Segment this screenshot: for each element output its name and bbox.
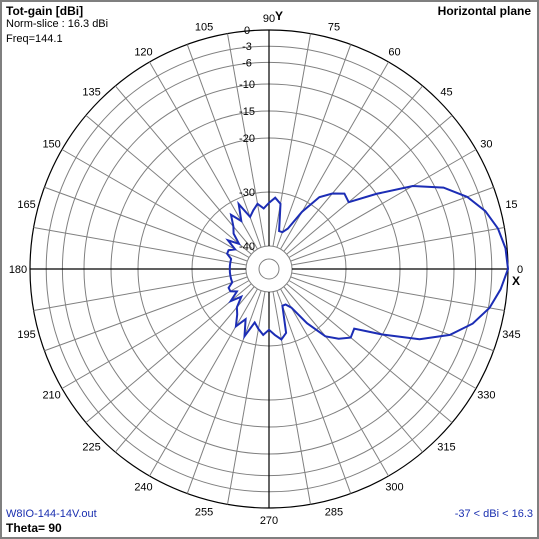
angle-tick-label: 45	[440, 87, 452, 99]
angle-tick-label: 75	[328, 22, 340, 34]
db-tick-label: -15	[239, 106, 255, 118]
chart-title: Tot-gain [dBi]	[6, 4, 84, 18]
angle-tick-label: 90	[263, 13, 275, 25]
grid-spoke	[280, 288, 389, 477]
angle-tick-label: 270	[260, 515, 278, 527]
angle-tick-label: 15	[505, 199, 517, 211]
angle-tick-label: 330	[477, 390, 495, 402]
angle-tick-label: 345	[502, 329, 520, 341]
plane-label: Horizontal plane	[437, 4, 531, 18]
db-tick-label: -40	[239, 241, 255, 253]
grid-spoke	[291, 227, 505, 266]
angle-tick-label: 225	[82, 441, 100, 453]
grid-spoke	[149, 288, 258, 477]
grid-spoke	[227, 291, 266, 505]
grid-spoke	[283, 85, 424, 252]
angle-tick-label: 195	[17, 329, 35, 341]
grid-spoke	[114, 286, 255, 453]
grid-spoke	[85, 114, 252, 255]
grid-spoke	[44, 276, 248, 352]
db-tick-label: -3	[242, 41, 252, 53]
theta-label: Theta= 90	[6, 521, 62, 535]
db-tick-label: 0	[244, 25, 250, 37]
grid-spoke	[291, 272, 505, 311]
file-name-label: W8IO-144-14V.out	[6, 508, 97, 520]
angle-tick-label: 210	[42, 390, 60, 402]
angle-tick-label: 300	[385, 481, 403, 493]
frequency-label: Freq=144.1	[6, 33, 63, 45]
angle-tick-label: 0	[517, 264, 523, 276]
db-tick-label: -6	[242, 57, 252, 69]
grid-spoke	[276, 44, 352, 248]
grid-spoke	[149, 61, 258, 250]
angle-tick-label: 30	[480, 139, 492, 151]
grid-spoke	[288, 149, 477, 258]
y-axis-label: Y	[275, 9, 283, 23]
x-axis-label: X	[512, 274, 520, 288]
grid-spoke	[44, 186, 248, 262]
db-tick-label: -10	[239, 79, 255, 91]
grid-spoke	[85, 283, 252, 424]
grid-spoke	[186, 44, 262, 248]
grid-spoke	[186, 290, 262, 494]
angle-tick-label: 285	[325, 506, 343, 518]
angle-tick-label: 150	[42, 139, 60, 151]
grid-spoke	[33, 272, 247, 311]
grid-spoke	[290, 186, 494, 262]
grid-spoke	[286, 283, 453, 424]
angle-tick-label: 240	[134, 481, 152, 493]
angle-tick-label: 120	[134, 47, 152, 59]
grid-spoke	[61, 280, 250, 389]
grid-spoke	[286, 114, 453, 255]
angle-tick-label: 135	[82, 87, 100, 99]
db-tick-label: -20	[239, 133, 255, 145]
grid-spoke	[114, 85, 255, 252]
db-tick-label: -30	[239, 187, 255, 199]
angle-tick-label: 105	[195, 22, 213, 34]
grid-spoke	[227, 33, 266, 247]
grid-spoke	[290, 276, 494, 352]
grid-ring-center	[258, 258, 280, 280]
db-range-label: -37 < dBi < 16.3	[454, 508, 533, 520]
grid-spoke	[33, 227, 247, 266]
grid-spoke	[276, 290, 352, 494]
angle-tick-label: 180	[9, 264, 27, 276]
grid-spoke	[280, 61, 389, 250]
grid-spoke	[61, 149, 250, 258]
pattern-trace	[225, 184, 510, 341]
grid-spoke	[283, 286, 424, 453]
angle-tick-label: 60	[388, 47, 400, 59]
angle-tick-label: 315	[437, 441, 455, 453]
norm-slice-label: Norm-slice : 16.3 dBi	[6, 18, 109, 30]
angle-tick-label: 165	[17, 199, 35, 211]
angle-tick-label: 255	[195, 506, 213, 518]
grid-spoke	[272, 291, 311, 505]
grid-spoke	[272, 33, 311, 247]
